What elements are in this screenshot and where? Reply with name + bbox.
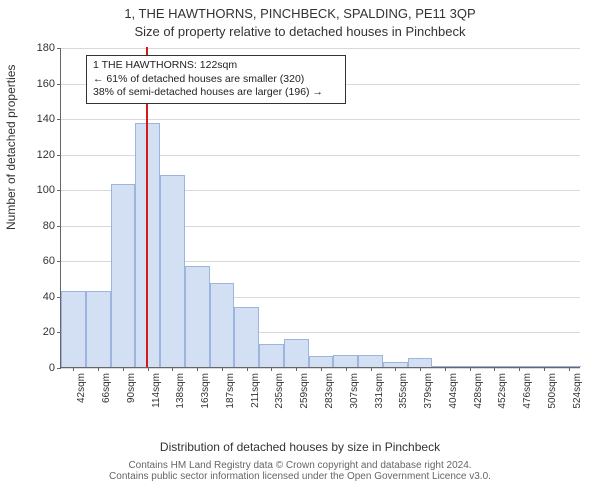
histogram-bar [284,339,309,367]
y-tick-mark [57,226,61,227]
chart-title-line1: 1, THE HAWTHORNS, PINCHBECK, SPALDING, P… [0,6,600,21]
histogram-chart: 1, THE HAWTHORNS, PINCHBECK, SPALDING, P… [0,0,600,500]
x-tick-label: 307sqm [349,373,360,409]
chart-title-line2: Size of property relative to detached ho… [0,24,600,39]
x-tick-label: 283sqm [324,373,335,409]
histogram-bar [358,355,383,367]
x-tick-mark [544,367,545,371]
x-tick-mark [73,367,74,371]
y-tick-label: 20 [43,326,55,338]
x-tick-label: 379sqm [423,373,434,409]
y-tick-mark [57,48,61,49]
x-tick-mark [296,367,297,371]
gridline [61,119,580,120]
x-tick-label: 187sqm [225,373,236,409]
y-tick-label: 60 [43,255,55,267]
annotation-line3: 38% of semi-detached houses are larger (… [93,86,339,100]
x-tick-label: 500sqm [547,373,558,409]
x-tick-label: 138sqm [175,373,186,409]
y-tick-mark [57,155,61,156]
histogram-bar [408,358,433,367]
y-tick-mark [57,190,61,191]
x-tick-mark [494,367,495,371]
y-tick-label: 180 [37,42,55,54]
x-tick-label: 235sqm [274,373,285,409]
x-axis-label: Distribution of detached houses by size … [0,440,600,454]
x-tick-mark [271,367,272,371]
histogram-bar [333,355,358,367]
x-tick-label: 42sqm [76,373,87,403]
histogram-bar [259,344,284,367]
x-tick-mark [470,367,471,371]
x-tick-label: 428sqm [473,373,484,409]
y-tick-mark [57,368,61,369]
annotation-box: 1 THE HAWTHORNS: 122sqm ← 61% of detache… [86,55,346,104]
histogram-bar [111,184,136,367]
y-tick-mark [57,119,61,120]
x-tick-mark [222,367,223,371]
x-tick-label: 90sqm [126,373,137,403]
histogram-bar [86,291,111,367]
gridline [61,48,580,49]
x-tick-label: 524sqm [572,373,583,409]
x-tick-label: 452sqm [497,373,508,409]
x-tick-mark [123,367,124,371]
histogram-bar [160,175,185,367]
x-tick-mark [445,367,446,371]
histogram-bar [61,291,86,367]
x-tick-label: 211sqm [250,373,261,408]
x-tick-mark [519,367,520,371]
footer-line2: Contains public sector information licen… [0,471,600,482]
y-tick-mark [57,261,61,262]
y-tick-label: 100 [37,184,55,196]
x-tick-mark [346,367,347,371]
x-tick-label: 331sqm [374,373,385,409]
x-tick-mark [172,367,173,371]
y-tick-label: 120 [37,149,55,161]
x-tick-mark [371,367,372,371]
y-tick-label: 0 [49,362,55,374]
histogram-bar [309,356,334,367]
x-tick-label: 259sqm [299,373,310,409]
x-tick-label: 66sqm [101,373,112,403]
x-tick-mark [395,367,396,371]
x-tick-label: 476sqm [522,373,533,409]
y-tick-mark [57,84,61,85]
x-tick-mark [321,367,322,371]
x-tick-mark [98,367,99,371]
x-tick-mark [569,367,570,371]
x-tick-mark [148,367,149,371]
x-tick-label: 114sqm [151,373,162,408]
x-tick-label: 404sqm [448,373,459,409]
chart-footer: Contains HM Land Registry data © Crown c… [0,460,600,482]
x-tick-mark [420,367,421,371]
y-tick-label: 80 [43,220,55,232]
y-tick-label: 140 [37,113,55,125]
x-tick-mark [247,367,248,371]
histogram-bar [210,283,235,367]
x-tick-mark [197,367,198,371]
x-tick-label: 355sqm [398,373,409,409]
footer-line1: Contains HM Land Registry data © Crown c… [0,460,600,471]
y-tick-label: 160 [37,78,55,90]
y-axis-label: Number of detached properties [4,65,18,230]
histogram-bar [234,307,259,367]
x-tick-label: 163sqm [200,373,211,409]
y-tick-label: 40 [43,291,55,303]
annotation-line1: 1 THE HAWTHORNS: 122sqm [93,59,339,73]
histogram-bar [185,266,210,367]
annotation-line2: ← 61% of detached houses are smaller (32… [93,73,339,87]
